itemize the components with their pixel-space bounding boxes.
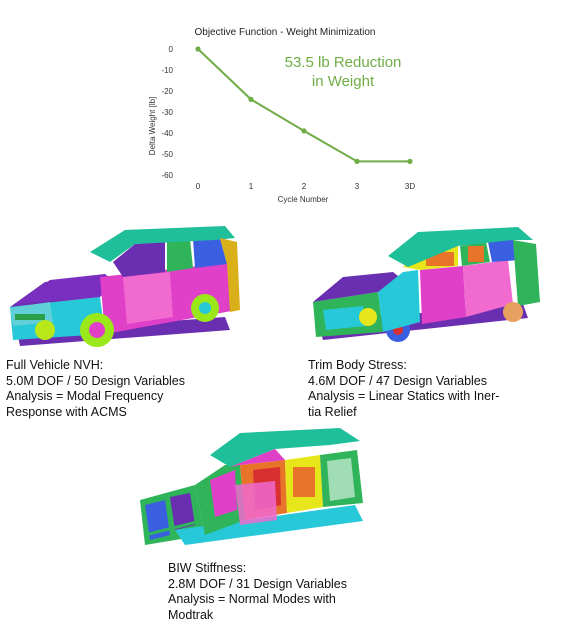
trim-body-caption-line1: Trim Body Stress:: [308, 358, 407, 372]
trim-body-caption-line3: Analysis = Linear Statics with Iner-: [308, 389, 500, 403]
trim-body-caption-line4: tia Relief: [308, 404, 357, 419]
biw-stiffness-model: [140, 428, 363, 545]
trim-body-caption: Trim Body Stress: 4.6M DOF / 47 Design V…: [308, 358, 499, 420]
full-vehicle-caption-line1: Full Vehicle NVH:: [6, 358, 104, 372]
y-tick-label: -10: [161, 66, 173, 75]
x-tick-label: 2: [302, 182, 307, 191]
y-tick-label: -30: [161, 108, 173, 117]
x-axis-label: Cycle Number: [278, 195, 329, 204]
data-point: [195, 46, 201, 52]
full-vehicle-nvh-model: [10, 226, 240, 347]
full-vehicle-caption-line2: 5.0M DOF / 50 Design Variables: [6, 373, 186, 388]
y-tick-label: 0: [169, 45, 174, 54]
full-vehicle-caption-line4: Response with ACMS: [6, 404, 127, 419]
y-tick-label: -40: [161, 129, 173, 138]
reduction-annotation-line2: in Weight: [312, 73, 375, 90]
trim-body-stress-model: [313, 227, 540, 342]
full-vehicle-caption: Full Vehicle NVH: 5.0M DOF / 50 Design V…: [6, 358, 185, 420]
biw-caption-line3: Analysis = Normal Modes with: [168, 592, 336, 606]
chart-title: Objective Function - Weight Minimization: [195, 27, 376, 38]
biw-caption-line4: Modtrak: [168, 607, 214, 622]
x-tick-label: 3D: [405, 182, 415, 191]
y-tick-label: -60: [161, 171, 173, 180]
data-point: [301, 128, 307, 134]
reduction-annotation-line1: 53.5 lb Reduction: [285, 54, 402, 71]
data-point: [407, 158, 413, 164]
biw-caption-line2: 2.8M DOF / 31 Design Variables: [168, 576, 348, 591]
x-tick-label: 1: [249, 182, 254, 191]
weight-minimization-chart: Objective Function - Weight Minimization…: [148, 27, 415, 204]
data-point: [248, 96, 254, 102]
y-tick-label: -20: [161, 87, 173, 96]
x-tick-label: 3: [355, 182, 360, 191]
full-vehicle-caption-line3: Analysis = Modal Frequency: [6, 389, 164, 403]
biw-caption-line1: BIW Stiffness:: [168, 561, 247, 575]
y-tick-label: -50: [161, 150, 173, 159]
y-axis-label: Delta Weight [lb]: [148, 97, 157, 156]
x-tick-label: 0: [196, 182, 201, 191]
biw-caption: BIW Stiffness: 2.8M DOF / 31 Design Vari…: [168, 561, 347, 623]
trim-body-caption-line2: 4.6M DOF / 47 Design Variables: [308, 373, 488, 388]
data-point: [354, 158, 360, 164]
